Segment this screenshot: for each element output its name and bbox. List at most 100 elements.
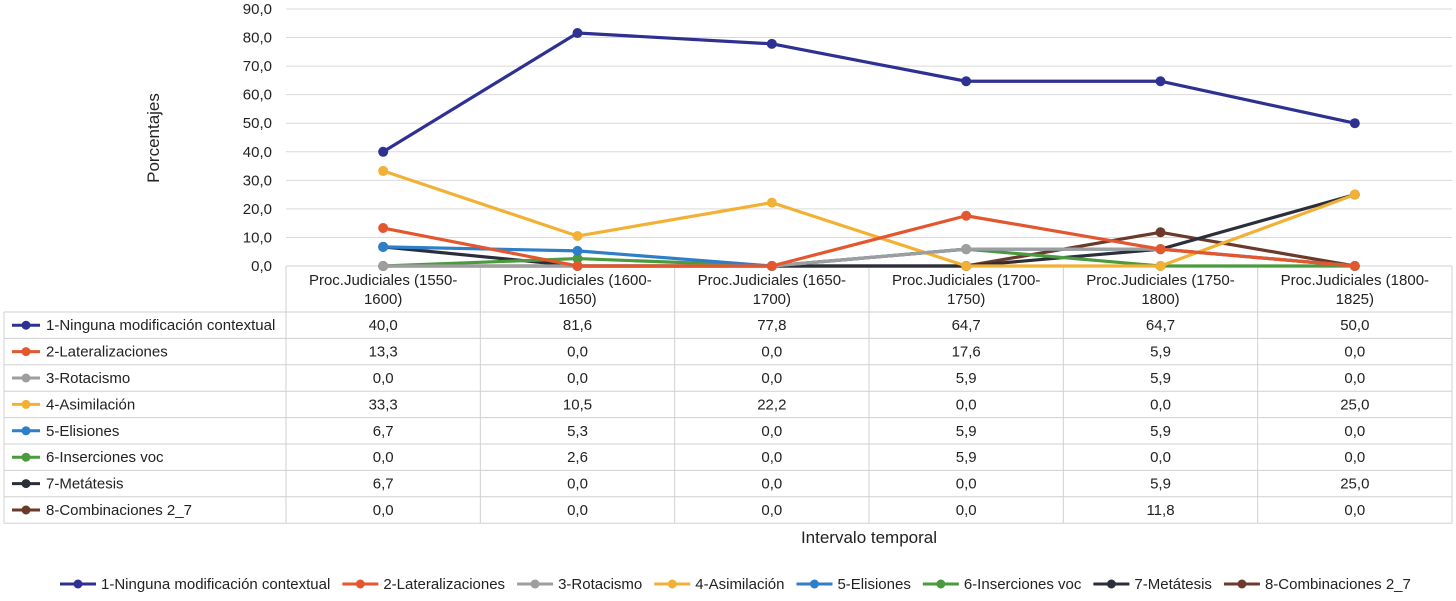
y-axis-title: Porcentajes <box>144 93 163 183</box>
category-label: Proc.Judiciales (1800- 1825) <box>1281 272 1429 308</box>
table-cell-value: 0,0 <box>1344 344 1365 361</box>
data-point <box>572 27 583 38</box>
table-cell-value: 0,0 <box>567 476 588 493</box>
table-cell-value: 5,9 <box>1150 423 1171 440</box>
table-cell-value: 0,0 <box>567 344 588 361</box>
y-tick-label: 80,0 <box>243 30 272 47</box>
data-point <box>1155 261 1166 271</box>
table-cell-value: 6,7 <box>373 423 394 440</box>
table-cell-value: 77,8 <box>757 317 786 334</box>
row-legend-marker <box>21 426 31 436</box>
x-axis-title: Intervalo temporal <box>801 528 937 547</box>
y-tick-label: 20,0 <box>243 201 272 218</box>
table-cell-value: 10,5 <box>563 396 592 413</box>
row-series-name: 2-Lateralizaciones <box>46 344 168 361</box>
data-point <box>1155 244 1166 255</box>
data-point <box>572 231 583 242</box>
series-lines <box>378 27 1360 271</box>
data-point <box>1349 189 1360 200</box>
legend-marker <box>1237 579 1247 589</box>
row-series-name: 7-Metátesis <box>46 476 124 493</box>
y-tick-label: 90,0 <box>243 1 272 18</box>
data-point <box>378 223 389 234</box>
category-label-line: 1825) <box>1336 291 1374 308</box>
data-point <box>572 261 583 271</box>
row-series-name: 8-Combinaciones 2_7 <box>46 502 192 519</box>
table-cell-value: 50,0 <box>1340 317 1369 334</box>
y-tick-label: 60,0 <box>243 87 272 104</box>
table-cell-value: 33,3 <box>369 396 398 413</box>
category-label-line: 1750) <box>947 291 985 308</box>
legend-marker <box>530 579 540 589</box>
table-cell-value: 0,0 <box>761 502 782 519</box>
y-tick-label: 0,0 <box>251 258 272 275</box>
row-series-name: 4-Asimilación <box>46 396 135 413</box>
table-cell-value: 0,0 <box>1344 449 1365 466</box>
table-cell-value: 2,6 <box>567 449 588 466</box>
legend: 1-Ninguna modificación contextual 2-Later… <box>60 576 1411 593</box>
table-cell-value: 40,0 <box>369 317 398 334</box>
data-point <box>961 76 972 87</box>
category-label-line: Proc.Judiciales (1600- <box>503 272 651 289</box>
legend-label: 8-Combinaciones 2_7 <box>1265 576 1411 593</box>
y-tick-label: 30,0 <box>243 172 272 189</box>
category-label-line: Proc.Judiciales (1650- <box>698 272 846 289</box>
data-point <box>378 146 389 157</box>
table-cell-value: 0,0 <box>761 476 782 493</box>
table-cell-value: 5,9 <box>956 423 977 440</box>
data-point <box>378 241 389 252</box>
legend-label: 5-Elisiones <box>837 576 910 593</box>
table-cell-value: 5,9 <box>1150 344 1171 361</box>
category-label: Proc.Judiciales (1700- 1750) <box>892 272 1040 308</box>
table-cell-value: 0,0 <box>956 396 977 413</box>
table-cell-value: 5,9 <box>1150 476 1171 493</box>
table-cell-value: 0,0 <box>373 502 394 519</box>
row-series-name: 6-Inserciones voc <box>46 449 164 466</box>
data-point <box>1155 227 1166 238</box>
table-cell-value: 5,9 <box>956 449 977 466</box>
row-legend-marker <box>21 347 31 357</box>
table-cell-value: 0,0 <box>1344 502 1365 519</box>
table-cell-value: 64,7 <box>1146 317 1175 334</box>
row-legend-marker <box>21 452 31 462</box>
series-line <box>383 193 1356 268</box>
table-cell-value: 0,0 <box>567 502 588 519</box>
data-point <box>766 38 777 49</box>
category-label: Proc.Judiciales (1650- 1700) <box>698 272 846 308</box>
row-series-name: 1-Ninguna modificación contextual <box>46 317 275 334</box>
data-point <box>961 244 972 255</box>
table-cell-value: 0,0 <box>1344 370 1365 387</box>
data-point <box>961 261 972 271</box>
data-point <box>378 165 389 176</box>
legend-label: 6-Inserciones voc <box>964 576 1082 593</box>
data-point <box>1155 76 1166 87</box>
data-point <box>961 210 972 221</box>
table-cell-value: 0,0 <box>956 476 977 493</box>
row-legend-marker <box>21 505 31 515</box>
table-cell-value: 6,7 <box>373 476 394 493</box>
row-legend-marker <box>21 320 31 330</box>
data-point <box>766 261 777 271</box>
row-series-name: 3-Rotacismo <box>46 370 130 387</box>
category-label: Proc.Judiciales (1550- 1600) <box>309 272 457 308</box>
data-point <box>378 261 389 271</box>
row-legend-marker <box>21 373 31 383</box>
table-cell-value: 0,0 <box>761 344 782 361</box>
series-line <box>382 31 1356 154</box>
category-label-line: 1600) <box>364 291 402 308</box>
legend-label: 1-Ninguna modificación contextual <box>101 576 330 593</box>
category-label-line: 1700) <box>753 291 791 308</box>
table-cell-value: 5,9 <box>1150 370 1171 387</box>
series-line <box>382 214 1355 268</box>
legend-label: 3-Rotacismo <box>558 576 642 593</box>
table-cell-value: 11,8 <box>1146 502 1174 519</box>
category-label-line: 1650) <box>558 291 596 308</box>
table-cell-value: 0,0 <box>373 449 394 466</box>
legend-marker <box>1106 579 1116 589</box>
category-label-line: Proc.Judiciales (1800- <box>1281 272 1429 289</box>
legend-label: 4-Asimilación <box>695 576 784 593</box>
legend-marker <box>355 579 365 589</box>
legend-label: 2-Lateralizaciones <box>383 576 505 593</box>
category-label-line: Proc.Judiciales (1550- <box>309 272 457 289</box>
